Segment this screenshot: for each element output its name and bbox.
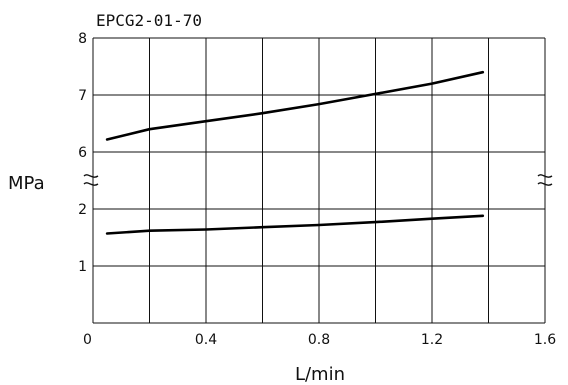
chart-title: EPCG2-01-70 <box>96 11 202 30</box>
tick-labels: 1 2 6 7 8 0 0.4 0.8 1.2 1.6 <box>78 31 556 348</box>
axis-break-mark-right-bottom <box>537 182 553 186</box>
x-tick-label-2: 0.8 <box>308 332 330 348</box>
series-line-lower <box>105 214 485 235</box>
x-tick-label-4: 1.6 <box>534 332 556 348</box>
y-axis-label: MPa <box>8 173 45 194</box>
series-layer <box>105 70 485 235</box>
y-tick-label-2: 2 <box>78 202 87 218</box>
y-tick-label-8: 8 <box>78 31 87 47</box>
x-tick-label-1: 0.4 <box>195 332 217 348</box>
axis-break-mark-left-top <box>83 174 99 178</box>
axis-break-mark-left-bottom <box>83 182 99 186</box>
grid <box>92 37 546 324</box>
y-tick-label-7: 7 <box>78 88 87 104</box>
axis-break-mark-right-top <box>537 174 553 178</box>
y-tick-label-1: 1 <box>78 259 87 275</box>
x-tick-label-3: 1.2 <box>421 332 443 348</box>
series-line-upper <box>105 70 485 141</box>
x-axis-label: L/min <box>295 364 345 385</box>
x-tick-label-0: 0 <box>83 332 92 348</box>
y-tick-label-6: 6 <box>78 145 87 161</box>
